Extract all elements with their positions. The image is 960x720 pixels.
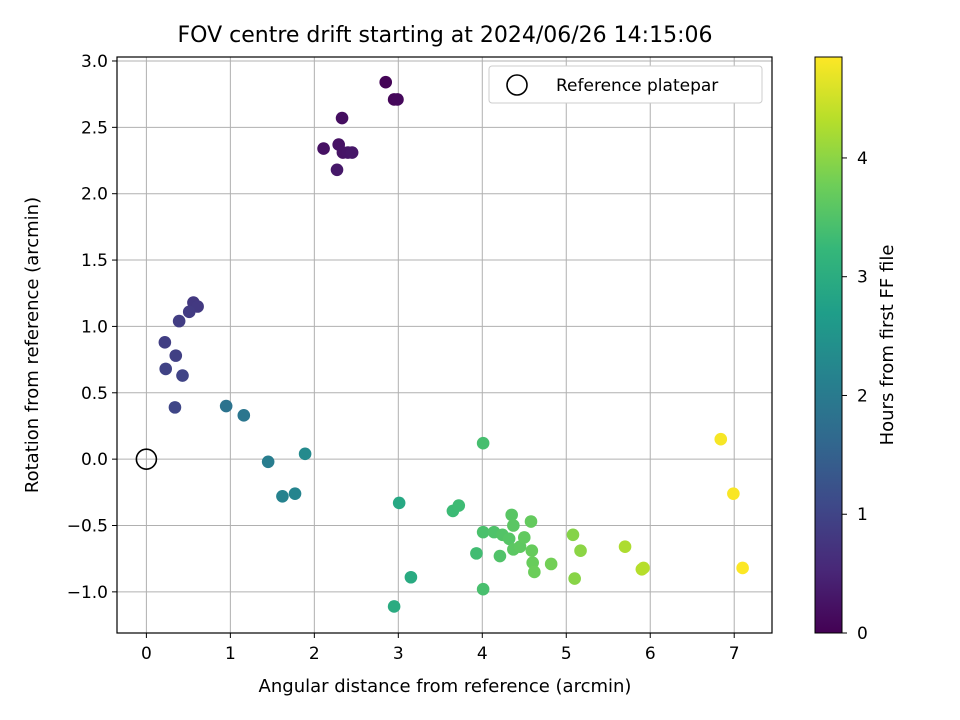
colorbar-tick-label: 0 <box>857 624 868 644</box>
x-tick-label: 5 <box>561 644 572 664</box>
grid <box>117 57 772 633</box>
scatter-point <box>261 455 275 469</box>
colorbar-tick-label: 4 <box>857 149 868 169</box>
y-tick-label: −1.0 <box>67 583 108 603</box>
scatter-point <box>379 75 393 89</box>
x-axis-label: Angular distance from reference (arcmin) <box>259 676 632 697</box>
scatter-point <box>237 409 251 422</box>
reference-marker-layer <box>135 448 158 470</box>
scatter-point <box>159 362 173 376</box>
colorbar <box>814 56 843 634</box>
scatter-point <box>391 93 404 106</box>
scatter-point <box>618 540 632 554</box>
legend-box <box>488 65 763 104</box>
colorbar-label: Hours from first FF file <box>877 245 898 446</box>
legend: Reference platepar <box>488 65 763 104</box>
scatter-point <box>335 111 349 125</box>
colorbar-tick-label: 3 <box>857 268 868 288</box>
scatter-point <box>172 314 186 328</box>
colorbar-tick-label: 1 <box>857 505 868 525</box>
plot-frame <box>116 56 773 634</box>
scatter-point <box>176 369 189 382</box>
reference-platepar-marker <box>135 448 158 470</box>
scatter-point <box>387 600 401 613</box>
scatter-point <box>169 349 183 362</box>
scatter-point <box>288 487 302 500</box>
scatter-point <box>470 547 483 560</box>
scatter-point <box>528 565 541 579</box>
scatter-points <box>158 75 749 613</box>
scatter-point <box>507 519 520 532</box>
scatter-point <box>476 436 490 450</box>
scatter-point <box>276 489 289 503</box>
x-tick-label: 6 <box>645 644 656 664</box>
scatter-point <box>392 496 406 510</box>
x-tick-label: 3 <box>393 644 404 664</box>
x-tick-label: 4 <box>477 644 488 664</box>
y-tick-label: 2.0 <box>81 185 108 205</box>
legend-label: Reference platepar <box>556 76 718 96</box>
y-tick-label: −0.5 <box>67 516 108 536</box>
y-axis-label: Rotation from reference (arcmin) <box>22 197 43 493</box>
scatter-point <box>568 572 581 585</box>
scatter-point <box>727 487 740 500</box>
legend-marker <box>506 74 528 96</box>
scatter-point <box>298 447 312 461</box>
scatter-point <box>544 557 558 571</box>
scatter-point <box>476 525 490 539</box>
scatter-point <box>525 544 539 558</box>
y-tick-label: 0.5 <box>81 384 108 404</box>
colorbar-tick-label: 2 <box>857 386 868 406</box>
scatter-point <box>505 508 518 522</box>
scatter-point <box>502 532 516 546</box>
scatter-point <box>158 336 172 349</box>
axis-ticks: 0 1 2 3 4 5 6 7 −1.0 −0.5 0.0 0.5 1.0 1.5 2.0 2.5 3.0 <box>67 52 740 664</box>
y-tick-label: 1.0 <box>81 317 108 337</box>
scatter-point <box>452 499 466 512</box>
colorbar-ticks: 0 1 2 3 4 <box>842 149 868 644</box>
scatter-point <box>493 549 507 563</box>
y-tick-label: 3.0 <box>81 52 108 72</box>
scatter-point <box>524 515 538 528</box>
y-tick-label: 1.5 <box>81 251 108 271</box>
x-tick-label: 0 <box>141 644 152 664</box>
chart-title: FOV centre drift starting at 2024/06/26 … <box>178 23 713 48</box>
scatter-point <box>317 142 330 155</box>
scatter-point <box>714 432 728 446</box>
x-tick-label: 1 <box>225 644 236 664</box>
x-tick-label: 7 <box>729 644 740 664</box>
scatter-point <box>219 399 233 413</box>
scatter-point <box>637 561 650 575</box>
scatter-point <box>526 556 539 569</box>
scatter-point <box>574 544 587 558</box>
y-tick-label: 0.0 <box>81 450 108 470</box>
scatter-point <box>736 561 749 575</box>
scatter-point <box>345 146 359 159</box>
scatter-point <box>404 570 418 584</box>
scatter-point <box>517 531 531 544</box>
scatter-point <box>168 401 182 414</box>
y-tick-label: 2.5 <box>81 118 108 138</box>
scatter-point <box>330 163 344 177</box>
scatter-point <box>566 528 580 542</box>
scatter-point <box>182 305 196 319</box>
scatter-point <box>476 582 490 596</box>
x-tick-label: 2 <box>309 644 320 664</box>
